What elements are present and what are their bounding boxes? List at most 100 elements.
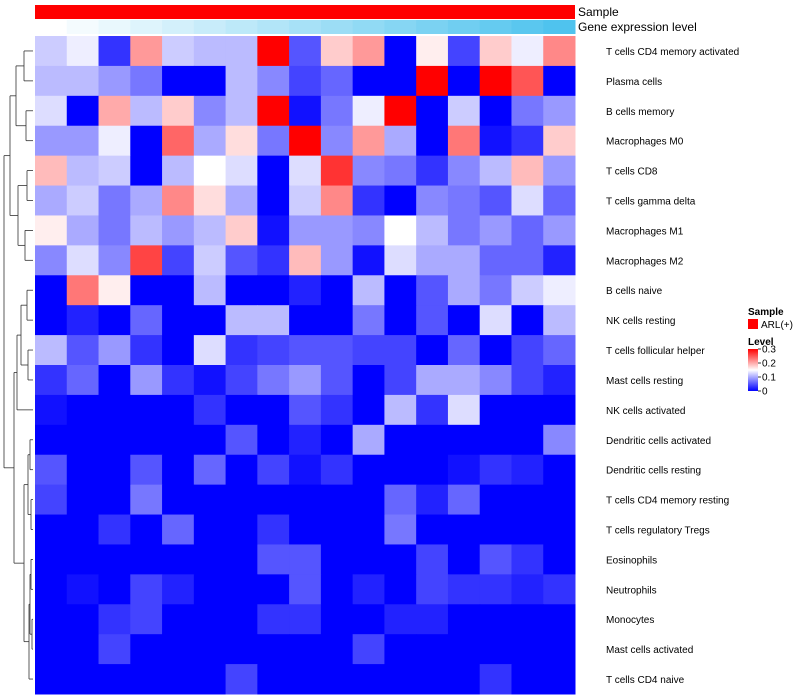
heatmap-cell [257, 36, 290, 67]
heatmap-cell [130, 245, 163, 276]
gene-expression-track-cell [98, 20, 131, 34]
heatmap-cell [225, 484, 258, 516]
heatmap-cell [66, 604, 100, 635]
gene-expression-track-cell [257, 20, 290, 34]
heatmap-cell [66, 454, 100, 486]
heatmap-cell [66, 634, 100, 665]
heatmap-cell [66, 424, 100, 456]
heatmap-cell [289, 484, 322, 516]
heatmap-cell [384, 215, 417, 246]
heatmap-cell [384, 365, 417, 396]
heatmap-cell [130, 664, 163, 695]
heatmap-cell [320, 514, 354, 545]
heatmap-cell [130, 604, 163, 635]
gene-expression-track-cell [320, 20, 354, 34]
heatmap-cell [66, 514, 100, 545]
heatmap-cell [193, 125, 227, 157]
heatmap-cell [225, 245, 258, 276]
heatmap-cell [479, 305, 512, 336]
heatmap-cell [289, 604, 322, 635]
level-legend: Level 0.3 0.2 0.1 0 [748, 337, 776, 398]
heatmap-cell [35, 394, 68, 426]
heatmap-cell [479, 125, 512, 157]
heatmap-cell [447, 245, 481, 276]
gene-expression-track-cell [35, 20, 68, 34]
heatmap-cell [225, 454, 258, 486]
heatmap-cell [98, 604, 131, 635]
heatmap-cell [416, 514, 449, 545]
row-label: Monocytes [606, 615, 654, 626]
heatmap-cell [320, 664, 354, 695]
heatmap-cell [511, 664, 544, 695]
heatmap-cell [162, 245, 195, 276]
heatmap-cell [447, 604, 481, 635]
heatmap-cell [98, 65, 131, 97]
heatmap-cell [98, 95, 131, 127]
heatmap-cell [320, 454, 354, 486]
heatmap-cell [98, 365, 131, 396]
row-label: Plasma cells [606, 77, 662, 88]
heatmap-cell [35, 125, 68, 157]
heatmap-cell [479, 155, 512, 187]
heatmap-cell [66, 275, 100, 306]
heatmap-cell [479, 514, 512, 545]
heatmap-cell [511, 185, 544, 216]
heatmap-cell [193, 365, 227, 396]
heatmap-cell [416, 95, 449, 127]
row-label: T cells follicular helper [606, 346, 705, 357]
heatmap-cell [257, 125, 290, 157]
heatmap-cell [130, 125, 163, 157]
heatmap-cell [257, 574, 290, 605]
heatmap-cell [257, 245, 290, 276]
heatmap-cell [289, 454, 322, 486]
heatmap-cell [225, 544, 258, 575]
level-legend-tick-label: 0.2 [762, 359, 776, 370]
heatmap-cell [320, 125, 354, 157]
heatmap-cell [257, 454, 290, 486]
heatmap-cell [543, 125, 576, 157]
heatmap-cell [66, 65, 100, 97]
heatmap-cell [384, 424, 417, 456]
heatmap-cell [193, 634, 227, 665]
heatmap-cell [543, 95, 576, 127]
heatmap-cell [447, 394, 481, 426]
heatmap-cell [543, 215, 576, 246]
heatmap-cell [66, 36, 100, 67]
row-label: Dendritic cells resting [606, 466, 701, 477]
heatmap-cell [511, 95, 544, 127]
heatmap-cell [416, 424, 449, 456]
heatmap-cell [257, 424, 290, 456]
heatmap-cell [447, 365, 481, 396]
heatmap-cell [35, 335, 68, 366]
heatmap-cell [543, 424, 576, 456]
heatmap-cell [289, 36, 322, 67]
heatmap-cell [162, 155, 195, 187]
heatmap-cell [511, 155, 544, 187]
heatmap-cell [511, 484, 544, 516]
heatmap-cell [384, 664, 417, 695]
heatmap-cell [479, 215, 512, 246]
heatmap-cell [320, 36, 354, 67]
heatmap-cell [416, 394, 449, 426]
heatmap-cell [162, 454, 195, 486]
heatmap-cell [447, 95, 481, 127]
heatmap-cell [162, 275, 195, 306]
heatmap-cell [162, 634, 195, 665]
heatmap-cell [416, 664, 449, 695]
level-legend-tick-label: 0.3 [762, 345, 776, 356]
heatmap-cell [66, 95, 100, 127]
heatmap-cell [130, 335, 163, 366]
heatmap-cell [479, 484, 512, 516]
heatmap-cell [130, 155, 163, 187]
heatmap-cell [289, 634, 322, 665]
heatmap-cell [225, 424, 258, 456]
heatmap-cell [416, 634, 449, 665]
heatmap-cell [130, 544, 163, 575]
row-label: T cells CD4 memory resting [606, 496, 729, 507]
heatmap-cell [66, 484, 100, 516]
heatmap-cell [352, 155, 385, 187]
heatmap-cell [193, 574, 227, 605]
heatmap-cell [511, 454, 544, 486]
heatmap-cell [384, 125, 417, 157]
sample-legend-entry: ARL(+) [761, 320, 793, 331]
